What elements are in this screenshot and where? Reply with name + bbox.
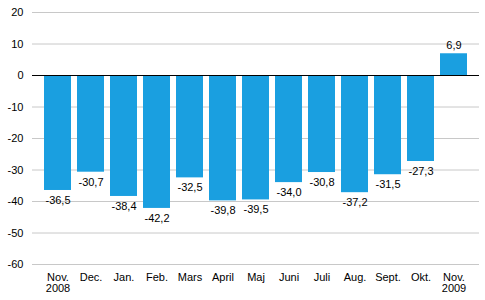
svg-text:-30,8: -30,8 — [309, 176, 334, 188]
svg-text:-30,7: -30,7 — [78, 176, 103, 188]
svg-text:Dec.: Dec. — [80, 271, 103, 283]
svg-text:-38,4: -38,4 — [111, 200, 136, 212]
svg-text:6,9: 6,9 — [446, 39, 461, 51]
svg-text:-10: -10 — [8, 101, 24, 113]
svg-text:-39,8: -39,8 — [210, 204, 235, 216]
svg-text:Sept.: Sept. — [375, 271, 401, 283]
svg-text:Maj: Maj — [247, 271, 265, 283]
svg-text:-37,2: -37,2 — [342, 196, 367, 208]
svg-text:Nov.2008: Nov.2008 — [46, 271, 70, 294]
svg-text:Juli: Juli — [314, 271, 331, 283]
svg-text:Jan.: Jan. — [114, 271, 135, 283]
svg-text:Juni: Juni — [279, 271, 299, 283]
svg-text:-20: -20 — [8, 132, 24, 144]
svg-text:-31,5: -31,5 — [375, 178, 400, 190]
svg-text:-36,5: -36,5 — [45, 194, 70, 206]
svg-text:-30: -30 — [8, 164, 24, 176]
svg-text:Mars: Mars — [178, 271, 203, 283]
svg-text:-60: -60 — [8, 258, 24, 270]
svg-text:-50: -50 — [8, 227, 24, 239]
svg-text:10: 10 — [11, 38, 23, 50]
svg-text:April: April — [212, 271, 234, 283]
svg-text:-42,2: -42,2 — [144, 212, 169, 224]
svg-text:20: 20 — [11, 6, 23, 18]
svg-text:Okt.: Okt. — [411, 271, 431, 283]
svg-text:Aug.: Aug. — [344, 271, 367, 283]
svg-text:Nov.2009: Nov.2009 — [442, 271, 466, 294]
svg-text:-32,5: -32,5 — [177, 181, 202, 193]
svg-text:0: 0 — [17, 69, 23, 81]
svg-text:-39,5: -39,5 — [243, 203, 268, 215]
svg-text:Feb.: Feb. — [146, 271, 168, 283]
svg-text:-40: -40 — [8, 195, 24, 207]
svg-text:-34,0: -34,0 — [276, 186, 301, 198]
svg-text:-27,3: -27,3 — [408, 165, 433, 177]
